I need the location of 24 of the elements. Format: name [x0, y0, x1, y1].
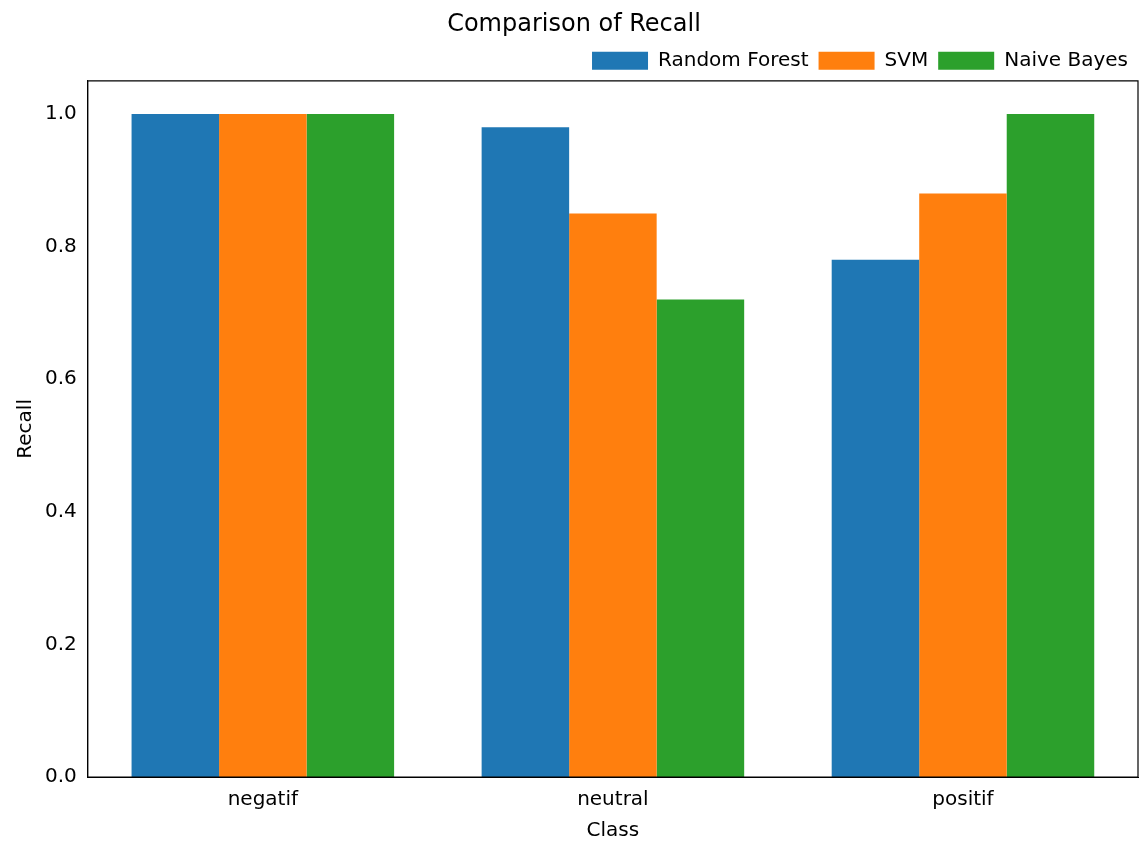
bar	[131, 113, 220, 777]
y-tick-label: 0.2	[44, 630, 77, 655]
bar	[569, 213, 657, 777]
y-tick-label: 0.6	[44, 365, 77, 390]
y-tick-label: 0.0	[44, 763, 77, 788]
x-axis-title: Class	[586, 817, 640, 842]
legend-label: Random Forest	[658, 47, 809, 71]
y-tick-label: 0.4	[44, 497, 77, 522]
x-tick-label: negatif	[227, 786, 299, 811]
y-axis-title: Recall	[12, 399, 37, 459]
bar	[306, 113, 395, 777]
legend-label: SVM	[884, 47, 929, 71]
chart-title: Comparison of Recall	[447, 8, 701, 37]
x-tick-label: neutral	[577, 786, 649, 811]
bar	[481, 127, 570, 777]
bar	[831, 259, 920, 777]
bar	[919, 193, 1007, 777]
bar	[656, 299, 745, 777]
legend-label: Naive Bayes	[1004, 47, 1128, 71]
bar	[1006, 113, 1095, 777]
bar	[219, 113, 307, 777]
y-tick-label: 1.0	[44, 100, 77, 125]
x-tick-label: positif	[932, 786, 995, 811]
y-tick-label: 0.8	[44, 232, 77, 257]
